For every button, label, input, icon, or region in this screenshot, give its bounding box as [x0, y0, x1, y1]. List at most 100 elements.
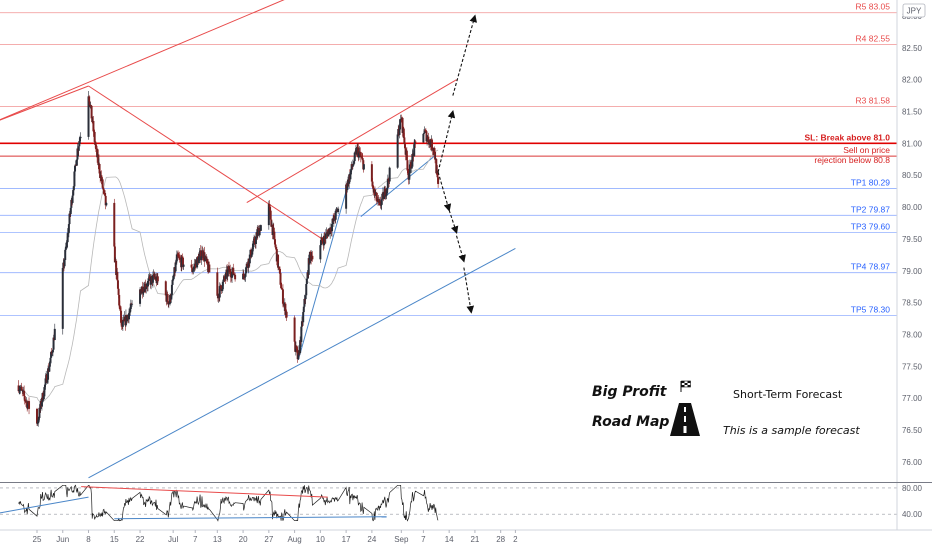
candle-body — [372, 186, 375, 189]
candle — [221, 280, 224, 291]
candle — [181, 256, 184, 270]
candle-body — [180, 256, 183, 268]
candle-body — [269, 206, 272, 211]
candle-body — [120, 310, 123, 323]
candle — [53, 323, 56, 341]
candle-body — [373, 189, 376, 196]
candle — [18, 385, 21, 395]
candle-body — [36, 408, 38, 424]
overlay-subtitle: Short-Term Forecast — [733, 388, 843, 401]
candle-body — [72, 186, 75, 190]
candle-body — [66, 233, 69, 243]
candle-body — [273, 231, 276, 240]
candle-body — [148, 276, 151, 279]
level-label: R5 83.05 — [856, 2, 891, 12]
candle-body — [116, 280, 119, 289]
overlay-title-line1: Big Profit — [592, 384, 668, 400]
candle-body — [75, 159, 78, 166]
candle — [23, 394, 26, 405]
candle-body — [88, 96, 91, 102]
candle — [293, 315, 296, 343]
trend-line — [0, 0, 285, 121]
candle-body — [221, 289, 224, 292]
candle-body — [411, 153, 414, 167]
candle — [153, 271, 156, 280]
candle-body — [179, 258, 182, 260]
candle-body — [375, 192, 378, 202]
candle — [68, 210, 71, 226]
candle-body — [251, 247, 254, 250]
candle-body — [250, 249, 253, 257]
candle-body — [94, 144, 97, 148]
candle — [196, 256, 199, 269]
candle-body — [128, 313, 130, 320]
candle-body — [380, 204, 383, 206]
candle — [362, 164, 365, 171]
candle — [299, 336, 302, 355]
level-label: rejection below 80.8 — [814, 155, 890, 165]
candle — [282, 300, 285, 308]
candle-body — [200, 256, 203, 261]
candle — [78, 135, 81, 142]
candle — [386, 188, 389, 196]
candle-body — [117, 288, 120, 295]
candle — [126, 315, 129, 324]
candle — [333, 212, 336, 220]
candle-body — [401, 117, 404, 133]
x-tick-label: 8 — [86, 535, 91, 544]
level-label: TP1 80.29 — [851, 178, 890, 188]
candle-body — [166, 294, 169, 302]
candle-body — [37, 419, 40, 424]
candle-body — [307, 258, 310, 275]
candle-body — [304, 295, 307, 300]
x-tick-label: 22 — [136, 535, 145, 544]
candle-body — [193, 266, 196, 270]
candle — [285, 309, 288, 322]
candle-body — [323, 235, 326, 246]
candle-body — [426, 138, 429, 142]
candle — [121, 316, 124, 331]
candle-body — [177, 256, 180, 258]
candle-body — [272, 227, 275, 232]
candle — [94, 141, 97, 153]
candle — [115, 258, 118, 280]
candle — [250, 254, 253, 258]
candle-body — [20, 386, 23, 390]
candle — [182, 264, 185, 271]
candle — [204, 253, 207, 263]
candle-body — [95, 147, 98, 149]
forecast-arrows-layer — [437, 14, 477, 314]
candle — [19, 384, 22, 394]
candle-body — [222, 279, 225, 282]
candle-body — [116, 271, 119, 281]
x-tick-label: 7 — [193, 535, 198, 544]
candle-body — [191, 267, 194, 272]
candle — [141, 281, 144, 299]
y-tick-label: 77.50 — [902, 362, 923, 371]
candle-body — [146, 286, 149, 287]
candle — [381, 192, 384, 205]
candle-body — [36, 423, 39, 425]
level-label: TP2 79.87 — [851, 204, 890, 214]
candle-body — [297, 354, 300, 360]
candle-body — [74, 165, 77, 172]
candle-body — [379, 201, 382, 206]
osc-tick-label: 40.00 — [902, 510, 923, 519]
candle-body — [381, 193, 384, 200]
candle-body — [220, 285, 222, 289]
candle-body — [384, 188, 387, 197]
candle-body — [201, 250, 204, 257]
candle — [101, 177, 104, 189]
candle-body — [175, 254, 178, 262]
candle — [113, 198, 116, 248]
candle-body — [354, 151, 357, 153]
candle-body — [47, 368, 50, 380]
candle-body — [319, 245, 322, 260]
candle — [63, 258, 66, 269]
candles-layer — [17, 91, 440, 427]
candle — [300, 316, 303, 331]
candle-body — [358, 152, 360, 158]
x-tick-label: 13 — [213, 535, 222, 544]
candle-body — [72, 189, 75, 196]
osc-tick-label: 80.00 — [902, 484, 923, 493]
